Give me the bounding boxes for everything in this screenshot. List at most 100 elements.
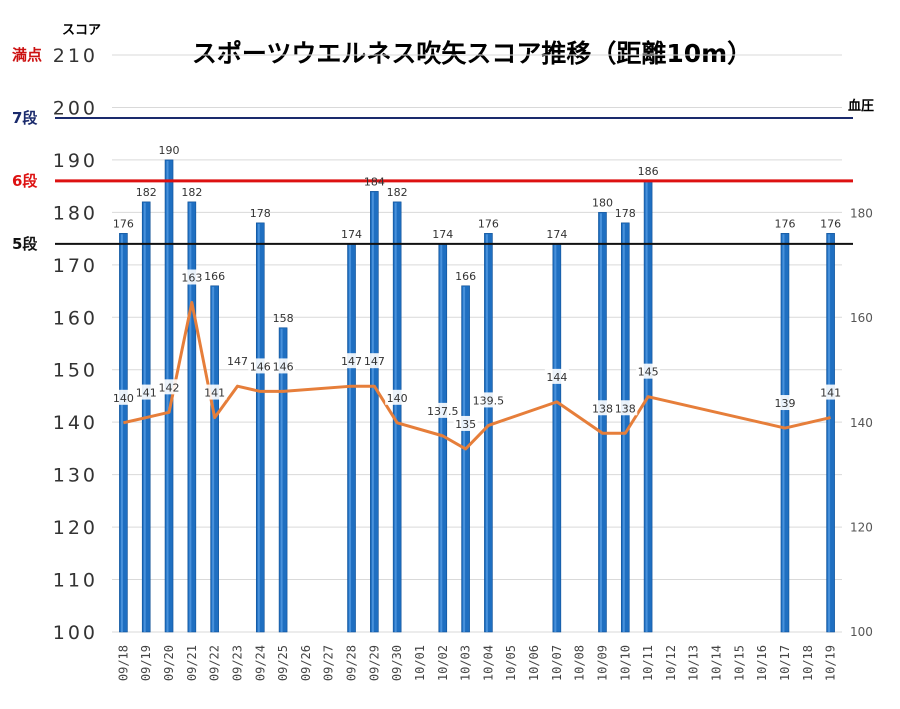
score-bar-highlight <box>394 202 397 632</box>
score-bar <box>826 233 835 633</box>
score-bar <box>552 243 562 633</box>
score-bar <box>484 233 493 633</box>
x-tick-label: 09/26 <box>299 645 313 681</box>
pressure-data-label: 146 <box>250 360 271 373</box>
score-data-label: 184 <box>364 175 385 188</box>
score-bar-highlight <box>485 234 488 632</box>
pressure-label-background <box>636 363 661 379</box>
pressure-label-background <box>225 353 250 369</box>
x-tick-label: 10/16 <box>755 645 769 681</box>
pressure-label-background <box>111 389 136 405</box>
pressure-data-label: 139 <box>774 397 795 410</box>
pressure-label-background <box>339 353 364 369</box>
score-data-label: 176 <box>774 217 795 230</box>
score-bar-highlight <box>554 244 557 632</box>
score-bar-highlight <box>440 244 443 632</box>
y2-tick-label: 100 <box>850 625 873 639</box>
y-tick-label: 150 <box>53 360 98 382</box>
score-bar <box>598 212 607 633</box>
score-bar-highlight <box>212 286 215 632</box>
pressure-label-background <box>772 395 797 411</box>
pressure-label-background <box>385 389 410 405</box>
x-tick-label: 10/12 <box>664 645 678 681</box>
y-tick-label: 200 <box>53 97 98 119</box>
reference-lines: 満点 7段 6段 5段 <box>12 46 853 253</box>
x-tick-label: 09/25 <box>276 645 290 681</box>
pressure-data-label: 145 <box>638 366 659 379</box>
reference-label: 満点 <box>12 46 42 64</box>
pressure-label-background <box>179 269 204 285</box>
x-tick-label: 09/24 <box>253 645 267 681</box>
pressure-label-background <box>453 415 478 431</box>
y-axis-title: スコア <box>62 23 101 38</box>
pressure-label-background <box>590 400 615 416</box>
score-data-label: 176 <box>820 217 841 230</box>
score-data-label: 174 <box>432 228 453 241</box>
y-tick-label: 140 <box>53 412 98 434</box>
score-data-label: 190 <box>159 144 180 157</box>
x-tick-label: 09/20 <box>162 645 176 681</box>
score-bar <box>187 201 197 633</box>
score-bar-highlight <box>782 234 785 632</box>
score-data-label: 166 <box>455 270 476 283</box>
pressure-label-background <box>362 353 387 369</box>
x-tick-label: 09/29 <box>367 645 381 681</box>
x-tick-label: 10/10 <box>618 645 632 681</box>
pressure-data-label: 137.5 <box>427 405 459 418</box>
y2-axis-title: 血圧 <box>848 98 874 114</box>
x-tick-label: 10/05 <box>504 645 518 681</box>
y-tick-label: 120 <box>53 517 98 539</box>
score-data-label: 176 <box>478 217 499 230</box>
pressure-label-background <box>476 392 501 408</box>
pressure-data-label: 140 <box>387 392 408 405</box>
x-tick-label: 09/22 <box>208 645 222 681</box>
y-axis-ticks: 100 110 120 130 140 150 160 170 180 190 200 210 <box>53 45 98 644</box>
reference-label: 5段 <box>12 235 37 253</box>
x-tick-label: 09/27 <box>322 645 336 681</box>
score-bar <box>278 327 288 633</box>
score-data-label: 180 <box>592 196 613 209</box>
score-bar <box>119 233 128 633</box>
x-tick-label: 10/08 <box>573 645 587 681</box>
score-data-label: 178 <box>615 207 636 220</box>
pressure-data-label: 135 <box>455 418 476 431</box>
score-data-label: 182 <box>387 186 408 199</box>
pressure-data-label: 141 <box>820 387 841 400</box>
x-tick-label: 09/30 <box>390 645 404 681</box>
score-data-label: 176 <box>113 217 134 230</box>
x-tick-label: 10/14 <box>710 645 724 681</box>
x-tick-label: 10/11 <box>641 645 655 681</box>
score-bar-highlight <box>280 328 283 632</box>
pressure-data-label: 147 <box>341 355 362 368</box>
pressure-data-label: 138 <box>592 402 613 415</box>
pressure-data-label: 139.5 <box>473 394 505 407</box>
x-tick-label: 10/18 <box>801 645 815 681</box>
pressure-data-label: 138 <box>615 402 636 415</box>
chart-title: スポーツウエルネス吹矢スコア推移（距離10m） <box>192 39 752 68</box>
pressure-data-label: 163 <box>181 272 202 285</box>
pressure-data-label: 147 <box>227 355 248 368</box>
reference-label: 6段 <box>12 172 37 190</box>
pressure-label-background <box>248 358 273 374</box>
y-tick-label: 100 <box>53 622 98 644</box>
score-data-label: 178 <box>250 207 271 220</box>
score-bar-highlight <box>166 160 169 632</box>
pressure-label-background <box>134 384 159 400</box>
score-bar-highlight <box>257 223 260 632</box>
score-bar-highlight <box>599 213 602 632</box>
score-bar-highlight <box>828 234 831 632</box>
score-data-label: 166 <box>204 270 225 283</box>
score-data-label: 158 <box>273 312 294 325</box>
score-bar <box>347 243 356 633</box>
y2-tick-label: 160 <box>850 311 873 325</box>
pressure-data-label: 140 <box>113 392 134 405</box>
x-tick-label: 10/13 <box>687 645 701 681</box>
score-data-label: 186 <box>638 165 659 178</box>
x-tick-label: 10/19 <box>824 645 838 681</box>
x-tick-label: 09/28 <box>345 645 359 681</box>
score-data-label: 182 <box>136 186 157 199</box>
score-bar-highlight <box>622 223 625 632</box>
